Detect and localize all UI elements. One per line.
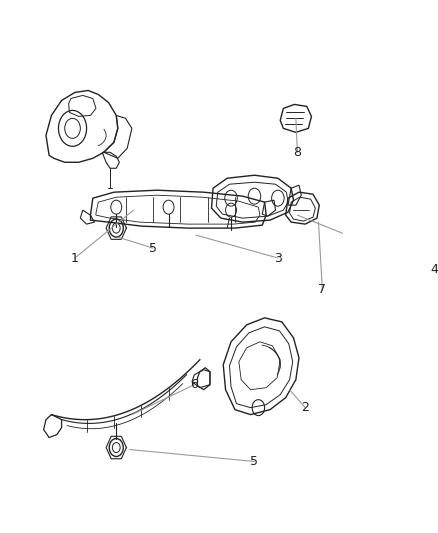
- Text: 6: 6: [191, 378, 198, 391]
- Text: 4: 4: [430, 263, 438, 277]
- Text: 5: 5: [149, 241, 157, 255]
- Text: 5: 5: [251, 455, 258, 468]
- Text: 8: 8: [293, 146, 301, 159]
- Text: 3: 3: [274, 252, 282, 264]
- Text: 2: 2: [301, 401, 309, 414]
- Text: 1: 1: [71, 252, 79, 264]
- Text: 7: 7: [318, 284, 326, 296]
